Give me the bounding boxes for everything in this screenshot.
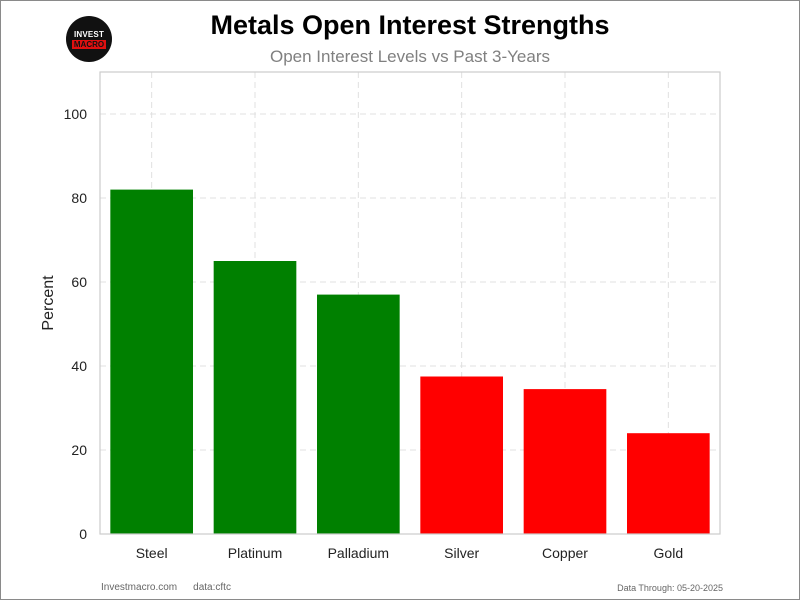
y-axis-label: Percent bbox=[40, 275, 57, 331]
bar-steel bbox=[110, 189, 193, 534]
x-tick-label: Palladium bbox=[328, 545, 389, 561]
y-tick-label: 100 bbox=[64, 106, 88, 122]
bar-silver bbox=[420, 376, 503, 534]
chart-title: Metals Open Interest Strengths bbox=[210, 10, 610, 40]
bar-gold bbox=[627, 433, 710, 534]
bar-copper bbox=[523, 389, 607, 534]
footer-data-through: Data Through: 05-20-2025 bbox=[617, 583, 723, 593]
y-tick-label: 0 bbox=[79, 526, 87, 542]
chart-subtitle: Open Interest Levels vs Past 3-Years bbox=[269, 47, 551, 66]
y-tick-label: 80 bbox=[71, 190, 87, 206]
bar-platinum bbox=[213, 261, 297, 534]
y-tick-label: 40 bbox=[71, 358, 87, 374]
x-tick-label: Silver bbox=[444, 545, 479, 561]
logo-text-top: INVEST bbox=[73, 29, 105, 39]
logo-text-bottom: MACRO bbox=[71, 39, 107, 49]
plot-area-border bbox=[99, 71, 721, 535]
y-tick-label: 60 bbox=[71, 274, 87, 290]
footer-site: Investmacro.com bbox=[101, 582, 178, 593]
investmacro-logo: INVEST MACRO bbox=[66, 16, 112, 62]
x-tick-label: Steel bbox=[136, 545, 168, 561]
x-tick-label: Copper bbox=[542, 545, 588, 561]
footer-credits: Investmacro.com data:cftc bbox=[101, 582, 231, 593]
footer-source: data:cftc bbox=[193, 582, 231, 593]
y-tick-label: 20 bbox=[71, 442, 87, 458]
x-tick-label: Gold bbox=[654, 545, 684, 561]
x-tick-label: Platinum bbox=[228, 545, 282, 561]
bar-palladium bbox=[317, 294, 400, 534]
